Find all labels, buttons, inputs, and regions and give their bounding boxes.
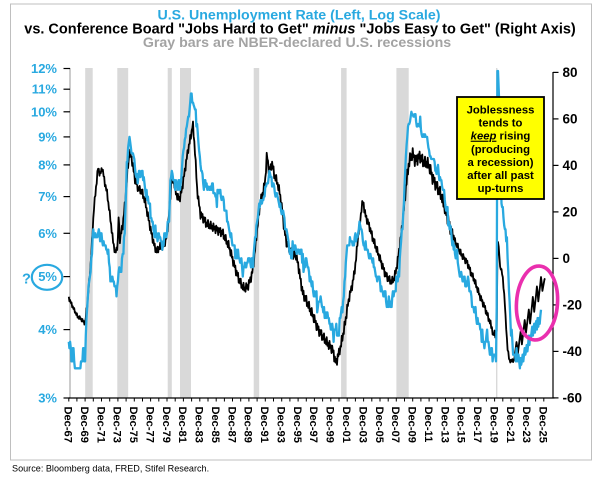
svg-text:4%: 4% xyxy=(38,322,57,337)
svg-text:Dec-69: Dec-69 xyxy=(78,407,90,443)
svg-text:60: 60 xyxy=(563,112,578,127)
svg-text:Dec-17: Dec-17 xyxy=(471,407,483,443)
svg-text:Dec-13: Dec-13 xyxy=(438,407,450,443)
svg-text:80: 80 xyxy=(563,65,578,80)
svg-text:Dec-11: Dec-11 xyxy=(422,407,434,443)
svg-text:3%: 3% xyxy=(38,391,57,406)
svg-text:Dec-95: Dec-95 xyxy=(291,407,303,443)
svg-text:Source: Bloomberg data, FRED,: Source: Bloomberg data, FRED, Stifel Res… xyxy=(12,464,209,474)
svg-text:Dec-99: Dec-99 xyxy=(324,407,336,443)
svg-text:keep rising: keep rising xyxy=(471,131,531,143)
svg-text:Dec-71: Dec-71 xyxy=(94,407,106,443)
svg-text:12%: 12% xyxy=(31,61,57,76)
svg-text:Dec-73: Dec-73 xyxy=(111,407,123,443)
svg-text:Dec-77: Dec-77 xyxy=(143,407,155,443)
svg-text:Gray bars are NBER-declared U.: Gray bars are NBER-declared U.S. recessi… xyxy=(143,35,451,51)
svg-text:Dec-85: Dec-85 xyxy=(209,407,221,443)
svg-text:Dec-81: Dec-81 xyxy=(176,407,188,443)
svg-text:Dec-07: Dec-07 xyxy=(389,407,401,443)
svg-text:Dec-97: Dec-97 xyxy=(307,407,319,443)
svg-text:20: 20 xyxy=(563,205,578,220)
svg-text:Dec-23: Dec-23 xyxy=(520,407,532,443)
svg-text:Dec-93: Dec-93 xyxy=(275,407,287,443)
svg-text:0: 0 xyxy=(563,251,571,266)
svg-text:8%: 8% xyxy=(38,157,57,172)
svg-text:tends to: tends to xyxy=(479,118,523,130)
svg-text:Dec-25: Dec-25 xyxy=(537,407,549,443)
svg-text:Dec-67: Dec-67 xyxy=(62,407,74,443)
svg-text:-60: -60 xyxy=(563,391,583,406)
svg-text:Dec-03: Dec-03 xyxy=(356,407,368,443)
svg-text:11%: 11% xyxy=(32,82,58,97)
svg-text:Dec-89: Dec-89 xyxy=(242,407,254,443)
svg-text:7%: 7% xyxy=(38,189,57,204)
svg-text:?: ? xyxy=(22,272,31,288)
svg-text:(producing: (producing xyxy=(471,144,530,156)
svg-text:6%: 6% xyxy=(38,226,57,241)
svg-text:vs. Conference Board "Jobs Har: vs. Conference Board "Jobs Hard to Get" … xyxy=(24,22,576,38)
svg-text:U.S. Unemployment Rate (Left,: U.S. Unemployment Rate (Left, Log Scale) xyxy=(157,8,440,24)
svg-text:Dec-79: Dec-79 xyxy=(160,407,172,443)
svg-text:Dec-83: Dec-83 xyxy=(193,407,205,443)
svg-text:Dec-21: Dec-21 xyxy=(504,407,516,443)
svg-text:Dec-01: Dec-01 xyxy=(340,407,352,443)
svg-text:Dec-05: Dec-05 xyxy=(373,407,385,443)
svg-text:up-turns: up-turns xyxy=(478,183,524,195)
svg-text:10%: 10% xyxy=(31,104,57,119)
svg-text:Dec-91: Dec-91 xyxy=(258,407,270,443)
svg-text:-40: -40 xyxy=(563,344,583,359)
svg-text:9%: 9% xyxy=(38,129,57,144)
svg-text:Dec-09: Dec-09 xyxy=(406,407,418,443)
svg-text:after all past: after all past xyxy=(467,170,534,182)
svg-text:40: 40 xyxy=(563,158,578,173)
svg-text:a recession): a recession) xyxy=(468,157,534,169)
svg-text:Dec-75: Dec-75 xyxy=(127,407,139,443)
svg-text:Dec-19: Dec-19 xyxy=(487,407,499,443)
svg-text:Dec-15: Dec-15 xyxy=(455,407,467,443)
svg-text:-20: -20 xyxy=(563,298,583,313)
svg-text:Joblessness: Joblessness xyxy=(467,105,535,117)
svg-text:5%: 5% xyxy=(38,269,57,284)
svg-text:Dec-87: Dec-87 xyxy=(225,407,237,443)
